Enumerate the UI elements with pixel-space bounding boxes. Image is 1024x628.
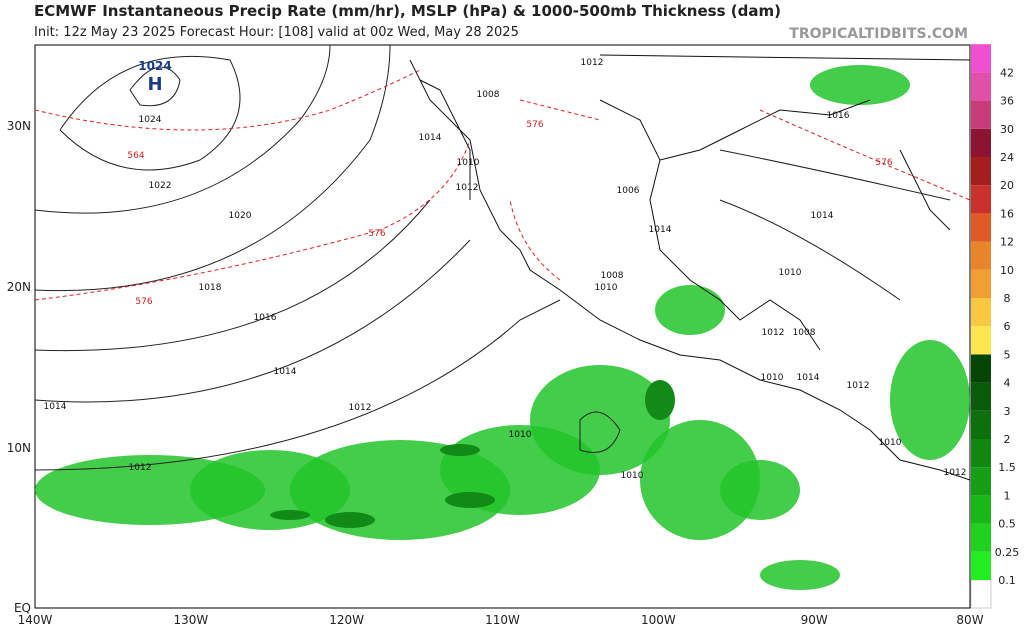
isobar-label: 1014 [797, 373, 820, 383]
isobar-label: 1008 [477, 90, 500, 100]
colorbar-segment [971, 354, 991, 383]
latitude-label: 20N [7, 280, 31, 294]
isobar-label: 1012 [581, 58, 604, 68]
isobar-label: 1012 [762, 328, 785, 338]
longitude-label: 120W [329, 613, 364, 627]
colorbar-segment [971, 298, 991, 327]
colorbar-segment [971, 269, 991, 298]
isobar-label: 1012 [129, 463, 152, 473]
subtitle: Init: 12z May 23 2025 Forecast Hour: [10… [34, 25, 519, 40]
isobar-label: 1014 [649, 225, 672, 235]
colorbar-label: 6 [1004, 320, 1011, 333]
isobar-label: 1018 [199, 283, 222, 293]
colorbar-label: 20 [1000, 179, 1014, 192]
isobar-label: 1012 [349, 403, 372, 413]
colorbar-label: 10 [1000, 264, 1014, 277]
coastline [409, 54, 971, 481]
longitude-label: 130W [173, 613, 208, 627]
colorbar-segment [970, 579, 992, 609]
colorbar-segment [971, 326, 991, 355]
colorbar-label: 8 [1004, 292, 1011, 305]
isobar-label: 1006 [617, 186, 640, 196]
isobar-label: 1014 [274, 367, 297, 377]
precip [35, 65, 970, 590]
colorbar-label: 0.5 [998, 518, 1016, 531]
isobar-label: 1024 [139, 115, 162, 125]
colorbar-segment [971, 439, 991, 468]
colorbar-label: 24 [1000, 151, 1014, 164]
isobar-label: 1010 [779, 268, 802, 278]
thickness-label: 576 [135, 297, 152, 307]
isobar-label: 1014 [811, 211, 834, 221]
isobar-label: 1022 [149, 181, 172, 191]
high-pressure-marker: H [147, 74, 162, 95]
colorbar-segment [971, 523, 991, 552]
colorbar-segment [971, 185, 991, 214]
latitude-label: 30N [7, 119, 31, 133]
longitude-label: 100W [641, 613, 676, 627]
title: ECMWF Instantaneous Precip Rate (mm/hr),… [34, 2, 781, 20]
colorbar-label: 1 [1004, 489, 1011, 502]
isobar-label: 1012 [944, 468, 967, 478]
map: 1024 H 1024 1022 1020 1018 1016 1014 1014 1012 1… [34, 44, 971, 609]
isobar-label: 1016 [254, 313, 277, 323]
isobar-label: 1014 [44, 402, 67, 412]
isobar-label: 1010 [595, 283, 618, 293]
colorbar-label: 16 [1000, 207, 1014, 220]
thickness-line [34, 69, 971, 301]
colorbar-label: 1.5 [998, 461, 1016, 474]
colorbar-segment [971, 157, 991, 186]
colorbar-segment [971, 44, 991, 73]
isobar-label: 1010 [457, 158, 480, 168]
isobar [579, 149, 951, 453]
high-pressure-value: 1024 [138, 59, 171, 73]
colorbar-segment [971, 128, 991, 157]
colorbar-label: 2 [1004, 433, 1011, 446]
isobar-label: 1016 [827, 111, 850, 121]
colorbar-segment [971, 495, 991, 524]
colorbar-segment [971, 72, 991, 101]
longitude-label: 80W [956, 613, 983, 627]
colorbar-label: 5 [1004, 348, 1011, 361]
isobar-label: 1008 [601, 271, 624, 281]
colorbar-label: 0.1 [998, 574, 1016, 587]
isobar [34, 44, 561, 471]
isobar-label: 1008 [793, 328, 816, 338]
colorbar-segment [971, 410, 991, 439]
colorbar-label: 36 [1000, 95, 1014, 108]
colorbar-label: 3 [1004, 405, 1011, 418]
colorbar-segment [971, 467, 991, 496]
colorbar-label: 0.25 [995, 546, 1020, 559]
isobar-label: 1014 [419, 133, 442, 143]
thickness-label: 576 [875, 158, 892, 168]
longitude-label: 110W [485, 613, 520, 627]
colorbar-segment [971, 213, 991, 242]
colorbar-segment [971, 241, 991, 270]
isobar-label: 1010 [509, 430, 532, 440]
longitude-label: 90W [801, 613, 828, 627]
colorbar-segment [971, 551, 991, 580]
colorbar-segment [971, 382, 991, 411]
brand: TROPICALTIDBITS.COM [789, 26, 968, 42]
thickness-label: 564 [127, 151, 144, 161]
colorbar-label: 12 [1000, 236, 1014, 249]
isobar-label: 1010 [621, 471, 644, 481]
colorbar-segment [971, 100, 991, 129]
thickness-label: 576 [368, 229, 385, 239]
colorbar-label: 30 [1000, 123, 1014, 136]
longitude-label: 140W [18, 613, 53, 627]
isobar-label: 1010 [879, 438, 902, 448]
colorbar-label: 42 [1000, 66, 1014, 79]
isobar-label: 1012 [456, 183, 479, 193]
isobar-label: 1020 [229, 211, 252, 221]
colorbar-label: 4 [1004, 377, 1011, 390]
latitude-label: 10N [7, 441, 31, 455]
isobar-label: 1010 [761, 373, 784, 383]
isobar-label: 1012 [847, 381, 870, 391]
thickness-label: 576 [526, 120, 543, 130]
latitude-label: EQ [14, 601, 31, 615]
